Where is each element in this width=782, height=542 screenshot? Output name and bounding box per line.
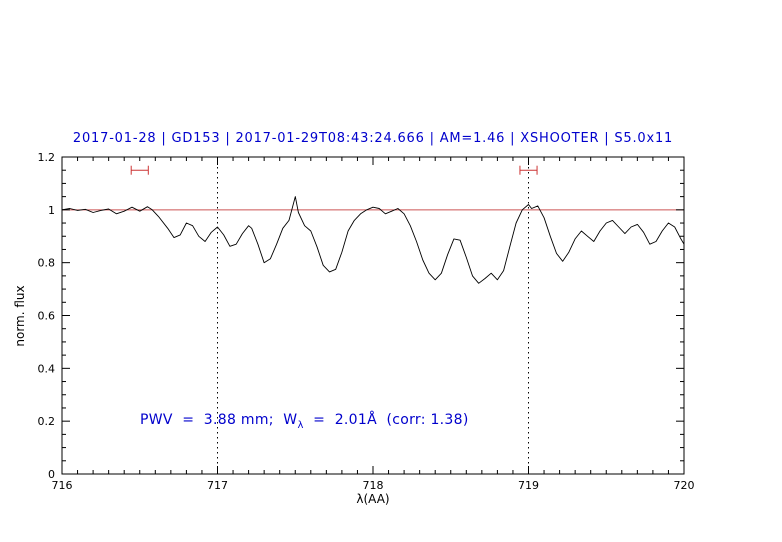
x-tick-labels: 716 717 718 719 720 bbox=[52, 479, 695, 492]
svg-text:0.2: 0.2 bbox=[38, 415, 56, 428]
plot-title: 2017-01-28 | GD153 | 2017-01-29T08:43:24… bbox=[72, 131, 674, 146]
svg-text:718: 718 bbox=[363, 479, 384, 492]
pwv-annotation-subscript: λ bbox=[297, 419, 304, 431]
axes-frame bbox=[61, 156, 685, 475]
pwv-annotation-suffix: = 2.01Å (corr: 1.38) bbox=[303, 412, 469, 428]
svg-text:717: 717 bbox=[207, 479, 228, 492]
pwv-annotation-prefix: PWV = 3.88 mm; W bbox=[140, 412, 298, 428]
pwv-annotation: PWV = 3.88 mm; Wλ = 2.01Å (corr: 1.38) bbox=[140, 412, 469, 431]
axis-ticks bbox=[61, 156, 685, 475]
svg-text:0.6: 0.6 bbox=[38, 310, 56, 323]
svg-text:1.2: 1.2 bbox=[38, 151, 56, 164]
svg-text:0.8: 0.8 bbox=[38, 257, 56, 270]
range-markers bbox=[130, 165, 538, 175]
x-axis-label: λ(AA) bbox=[356, 492, 390, 506]
svg-text:1: 1 bbox=[48, 204, 55, 217]
svg-text:719: 719 bbox=[518, 479, 539, 492]
y-tick-labels: 0 0.2 0.4 0.6 0.8 1 1.2 bbox=[38, 151, 56, 481]
svg-text:0.4: 0.4 bbox=[38, 362, 56, 375]
svg-text:720: 720 bbox=[674, 479, 695, 492]
spectrum-curve bbox=[61, 196, 685, 284]
svg-text:716: 716 bbox=[52, 479, 73, 492]
svg-text:0: 0 bbox=[48, 468, 55, 481]
dotted-guide-lines bbox=[217, 157, 529, 474]
